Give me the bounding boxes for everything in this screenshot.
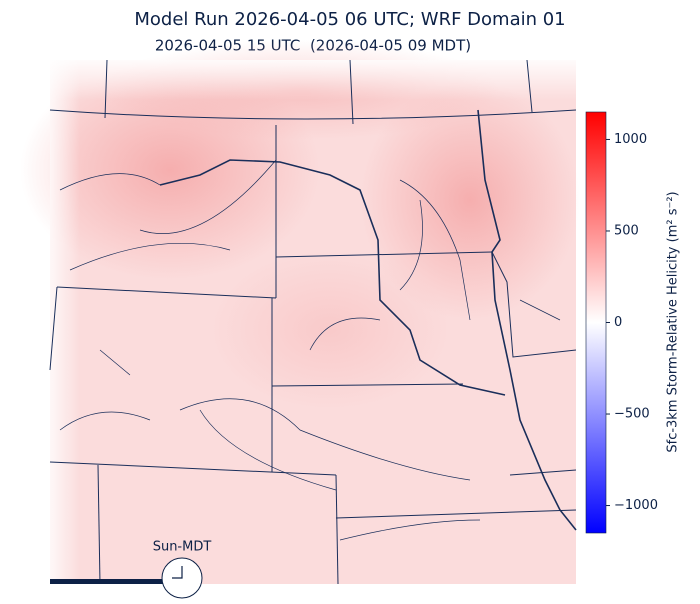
colorbar-tick-label: −500 — [614, 407, 650, 422]
title: Model Run 2026-04-05 06 UTC; WRF Domain … — [134, 9, 565, 30]
colorbar: −1000 −500 0 500 1000 — [585, 111, 658, 534]
colorbar-tick-label: 1000 — [614, 132, 647, 147]
clock-label: Sun-MDT — [153, 540, 212, 555]
colorbar-tick-label: −1000 — [614, 498, 658, 513]
colorbar-tick-label: 0 — [614, 315, 622, 330]
map: Sun-MDT — [20, 40, 580, 599]
colorbar-tick-label: 500 — [614, 223, 639, 238]
colorbar-label: Sfc-3km Storm-Relative Helicity (m² s⁻²) — [666, 191, 681, 452]
